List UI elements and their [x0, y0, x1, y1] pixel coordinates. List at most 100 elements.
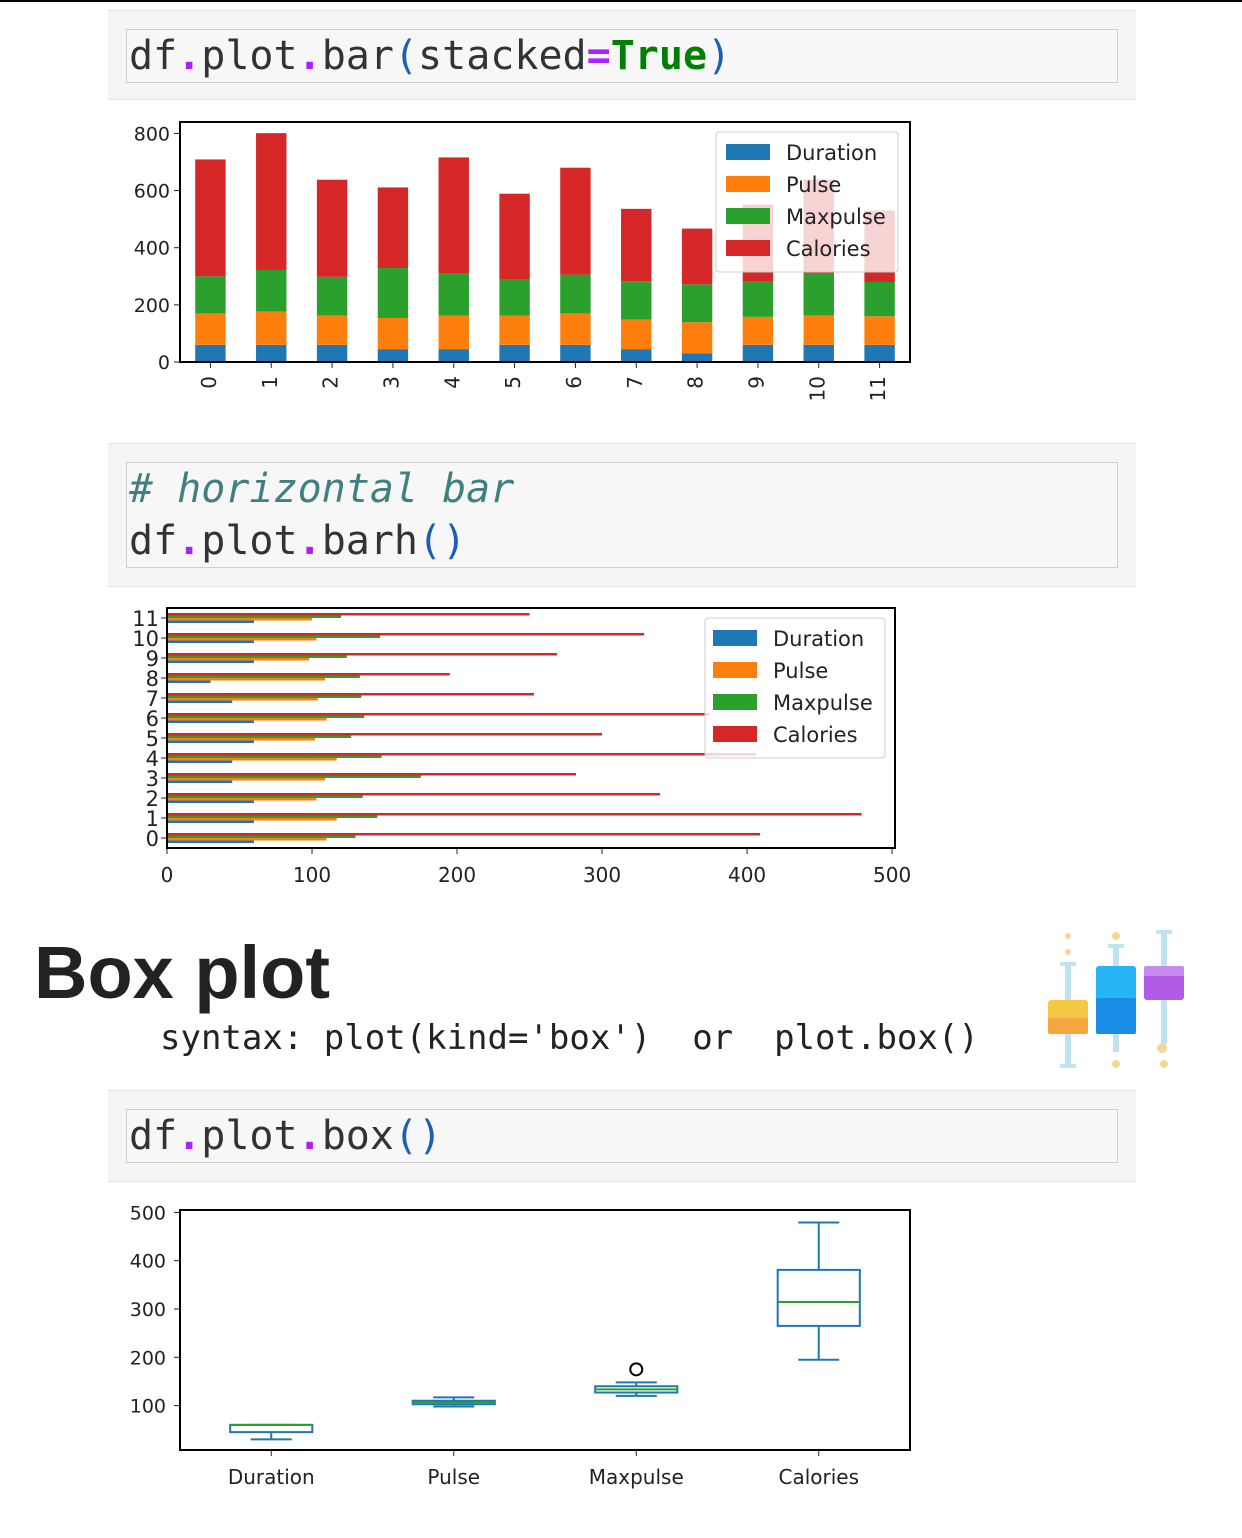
hbar-maxpulse [167, 795, 363, 798]
hbar-pulse [167, 618, 313, 621]
hbar-maxpulse [167, 835, 356, 838]
box-plot-chart: Duration Pulse Maxpulse Calories 100 200 300 40… [130, 1202, 911, 1489]
hbar-pulse [167, 678, 326, 681]
bar-segment-duration [621, 349, 652, 362]
bar-segment-maxpulse [742, 281, 774, 317]
code-token-dot: . [297, 33, 322, 79]
x-tick-label: 200 [438, 863, 476, 887]
x-tick-label: 1 [258, 376, 282, 389]
hbar-maxpulse [167, 775, 421, 778]
legend-swatch [726, 208, 770, 224]
legend-label: Maxpulse [773, 691, 873, 715]
code-token-attr: barh [321, 518, 419, 564]
box-plot-icon [1048, 930, 1184, 1068]
x-tick-label: 4 [440, 376, 464, 389]
bar-segment-calories [256, 133, 287, 270]
bar-segment-maxpulse [195, 276, 226, 314]
y-tick-label: 400 [130, 1251, 166, 1273]
hbar-pulse [167, 658, 310, 661]
legend-label: Maxpulse [786, 205, 886, 229]
bar-segment-duration [195, 344, 226, 362]
y-tick-label: 11 [132, 607, 159, 631]
bar-segment-calories [316, 179, 348, 277]
code-token-paren: () [418, 518, 467, 564]
code-token-dot: . [297, 1113, 322, 1159]
y-tick-label: 0 [146, 827, 159, 851]
bar-segment-maxpulse [560, 274, 591, 314]
code-token-dot: . [177, 33, 202, 79]
legend-label: Pulse [773, 659, 828, 683]
x-tick-label: 0 [197, 376, 221, 389]
stacked-bar-chart: 0 1 2 3 4 5 6 7 8 9 10 11 0 200 400 600 800 Duration Pulse… [134, 121, 911, 401]
x-tick-label: 8 [684, 376, 708, 389]
hbar-maxpulse [167, 615, 342, 618]
bar-segment-pulse [621, 319, 652, 350]
hbar-calories [167, 673, 450, 676]
hbar-maxpulse [167, 715, 365, 718]
x-tick-label: 500 [873, 863, 911, 887]
code-cell-barh[interactable]: # horizontal bar df.plot.barh() [108, 443, 1136, 587]
bar-segment-duration [742, 344, 774, 362]
code-cell-box[interactable]: df.plot.box() [108, 1090, 1136, 1182]
legend-label: Duration [786, 141, 877, 165]
legend-label: Calories [773, 723, 858, 747]
hbar-pulse [167, 738, 315, 741]
y-tick-label: 300 [130, 1299, 166, 1321]
bar-segment-calories [377, 187, 409, 268]
bar-segment-maxpulse [316, 276, 348, 316]
bar-segment-duration [499, 344, 530, 362]
x-tick-label: Duration [228, 1465, 315, 1489]
code-token-keyword: True [610, 33, 708, 79]
code-input-box[interactable]: df.plot.box() [126, 1109, 1118, 1163]
code-token-arg: stacked [418, 33, 587, 79]
y-tick-label: 3 [146, 767, 159, 791]
code-token-dot: . [177, 518, 202, 564]
x-tick-label: 400 [728, 863, 766, 887]
hbar-calories [167, 773, 576, 776]
legend-label: Calories [786, 237, 871, 261]
code-cell-bar[interactable]: df.plot.bar(stacked=True) [108, 10, 1136, 100]
bar-segment-pulse [560, 313, 591, 345]
hbar-duration [167, 660, 255, 663]
hbar-calories [167, 633, 645, 636]
legend-label: Pulse [786, 173, 841, 197]
x-tick-label: 5 [501, 376, 525, 389]
bar-segment-maxpulse [438, 273, 469, 316]
y-tick-label: 9 [146, 647, 159, 671]
legend-label: Duration [773, 627, 864, 651]
hbar-maxpulse [167, 635, 381, 638]
box-iqr [229, 1423, 314, 1434]
code-input-bar[interactable]: df.plot.bar(stacked=True) [126, 29, 1118, 83]
bar-segment-duration [377, 349, 409, 362]
bar-segment-calories [681, 228, 713, 285]
hbar-calories [167, 793, 661, 796]
hbar-maxpulse [167, 735, 352, 738]
bar-segment-maxpulse [377, 268, 409, 318]
bar-segment-maxpulse [864, 282, 895, 317]
code-input-barh[interactable]: # horizontal bar df.plot.barh() [126, 462, 1118, 568]
bar-segment-calories [438, 157, 469, 274]
bar-segment-maxpulse [803, 273, 834, 316]
bar-segment-pulse [377, 318, 409, 350]
x-tick-label: 9 [744, 376, 768, 389]
legend-swatch [726, 176, 770, 192]
x-tick-label: 300 [583, 863, 621, 887]
code-comment: # horizontal bar [129, 466, 515, 512]
legend-swatch [713, 694, 757, 710]
bar-segment-duration [803, 344, 834, 362]
code-token-paren: ( [393, 33, 419, 79]
code-token-obj: df [129, 518, 178, 564]
legend-swatch [713, 726, 757, 742]
legend-swatch [713, 630, 757, 646]
hbar-maxpulse [167, 655, 347, 658]
bar-segment-pulse [803, 315, 834, 345]
code-token-paren: () [393, 1113, 443, 1159]
x-tick-label: 10 [805, 376, 829, 401]
hbar-pulse [167, 638, 317, 641]
hbar-duration [167, 740, 255, 743]
hbar-maxpulse [167, 695, 362, 698]
bar-segment-duration [681, 353, 713, 362]
x-tick-label: Maxpulse [589, 1465, 684, 1489]
bar-segment-pulse [256, 311, 287, 345]
bar-segment-pulse [499, 315, 530, 345]
